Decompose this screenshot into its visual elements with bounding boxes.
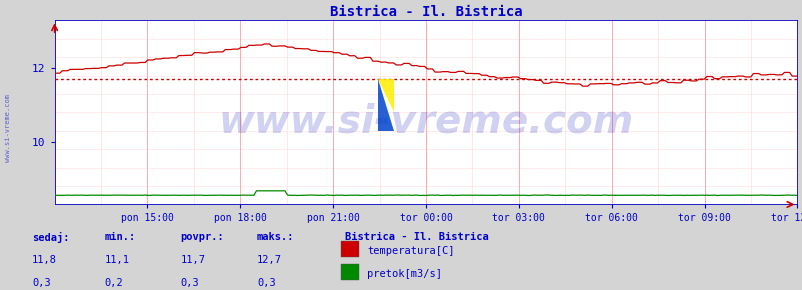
Text: 11,1: 11,1: [104, 255, 129, 265]
Text: www.si-vreme.com: www.si-vreme.com: [218, 103, 633, 141]
Text: 12,7: 12,7: [257, 255, 282, 265]
Text: 0,3: 0,3: [180, 278, 199, 288]
Text: min.:: min.:: [104, 232, 136, 242]
Text: 11,8: 11,8: [32, 255, 57, 265]
Text: povpr.:: povpr.:: [180, 232, 224, 242]
Text: maks.:: maks.:: [257, 232, 294, 242]
Text: sedaj:: sedaj:: [32, 232, 70, 243]
Text: 0,3: 0,3: [32, 278, 51, 288]
Text: Bistrica - Il. Bistrica: Bistrica - Il. Bistrica: [345, 232, 488, 242]
Polygon shape: [377, 79, 394, 131]
Title: Bistrica - Il. Bistrica: Bistrica - Il. Bistrica: [330, 5, 521, 19]
Text: www.si-vreme.com: www.si-vreme.com: [5, 94, 11, 162]
Text: 0,3: 0,3: [257, 278, 275, 288]
Text: pretok[m3/s]: pretok[m3/s]: [367, 269, 441, 279]
Text: 11,7: 11,7: [180, 255, 205, 265]
Text: temperatura[C]: temperatura[C]: [367, 246, 454, 256]
Text: 0,2: 0,2: [104, 278, 123, 288]
Polygon shape: [377, 79, 394, 112]
